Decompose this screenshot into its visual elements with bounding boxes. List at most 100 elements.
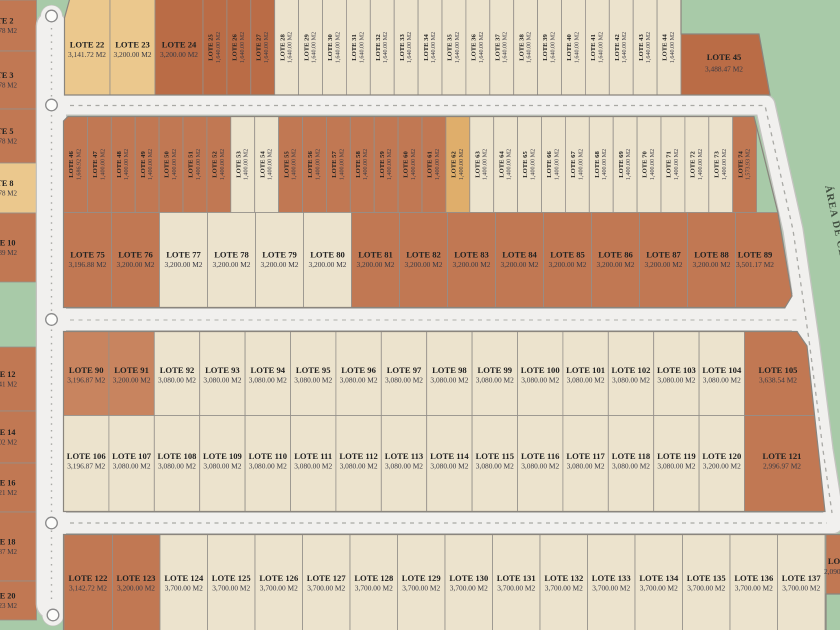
svg-text:1,400.00 M2: 1,400.00 M2: [531, 149, 537, 180]
svg-text:LOTE 68: LOTE 68: [594, 151, 601, 178]
svg-text:1,400.00 M2: 1,400.00 M2: [578, 149, 584, 180]
svg-text:1,400.00 M2: 1,400.00 M2: [244, 149, 250, 180]
svg-text:3,148.21 M2: 3,148.21 M2: [0, 489, 17, 497]
svg-text:3,080.00 M2: 3,080.00 M2: [612, 376, 650, 385]
svg-text:LOTE 35: LOTE 35: [447, 34, 454, 61]
svg-text:3,080.00 M2: 3,080.00 M2: [113, 462, 151, 471]
svg-text:3,080.00 M2: 3,080.00 M2: [249, 376, 287, 385]
svg-text:1,400.00 M2: 1,400.00 M2: [411, 149, 417, 180]
svg-text:1,400.00 M2: 1,400.00 M2: [100, 149, 106, 180]
svg-text:3,080.00 M2: 3,080.00 M2: [203, 462, 241, 471]
svg-text:LOTE 37: LOTE 37: [494, 34, 501, 61]
svg-text:3,080.00 M2: 3,080.00 M2: [430, 376, 468, 385]
svg-text:LOTE 79: LOTE 79: [262, 250, 297, 260]
svg-text:3,700.00 M2: 3,700.00 M2: [640, 584, 678, 593]
svg-text:3,200.00 M2: 3,200.00 M2: [117, 260, 155, 269]
svg-text:3,196.87 M2: 3,196.87 M2: [67, 462, 105, 471]
svg-text:3,638.54 M2: 3,638.54 M2: [759, 376, 797, 385]
svg-text:LOTE 23: LOTE 23: [115, 40, 150, 50]
svg-text:LOTE 106: LOTE 106: [67, 451, 107, 461]
svg-text:LOTE 51: LOTE 51: [188, 151, 195, 178]
svg-text:LOTE 48: LOTE 48: [116, 151, 123, 178]
svg-text:LOTE 117: LOTE 117: [566, 451, 605, 461]
svg-text:LOTE 93: LOTE 93: [205, 365, 240, 375]
svg-text:1,400.00 M2: 1,400.00 M2: [483, 149, 489, 180]
svg-text:LOTE 128: LOTE 128: [354, 573, 394, 583]
svg-text:LOTE 76: LOTE 76: [118, 250, 153, 260]
svg-text:3,200.00 M2: 3,200.00 M2: [309, 260, 347, 269]
svg-text:3,200.00 M2: 3,200.00 M2: [114, 50, 152, 59]
svg-text:LOTE 112: LOTE 112: [339, 451, 377, 461]
svg-text:LOTE 30: LOTE 30: [327, 34, 334, 61]
svg-text:LOTE 70: LOTE 70: [642, 151, 649, 178]
svg-text:LOTE 133: LOTE 133: [592, 573, 631, 583]
svg-text:LOTE 129: LOTE 129: [402, 573, 441, 583]
svg-text:LOTE 40: LOTE 40: [566, 34, 573, 61]
svg-text:1,400.00 M2: 1,400.00 M2: [555, 149, 561, 180]
svg-text:3,501.17 M2: 3,501.17 M2: [736, 260, 774, 269]
svg-text:LOTE 58: LOTE 58: [355, 151, 362, 178]
svg-text:LOTE 102: LOTE 102: [612, 365, 651, 375]
svg-text:LOTE 84: LOTE 84: [502, 250, 537, 260]
svg-text:3,200.00 M2: 3,200.00 M2: [453, 260, 491, 269]
svg-text:LOTE 27: LOTE 27: [255, 34, 262, 61]
svg-text:LOTE 80: LOTE 80: [310, 250, 345, 260]
svg-text:3,200.00 M2: 3,200.00 M2: [165, 260, 203, 269]
svg-text:3,200.00 M2: 3,200.00 M2: [261, 260, 299, 269]
svg-text:LOTE 3: LOTE 3: [0, 71, 13, 80]
svg-text:LOTE 95: LOTE 95: [296, 365, 331, 375]
svg-text:3,080.00 M2: 3,080.00 M2: [294, 462, 332, 471]
svg-text:3,700.00 M2: 3,700.00 M2: [402, 584, 440, 593]
svg-text:LOTE 10: LOTE 10: [0, 239, 16, 248]
svg-text:LOTE 25: LOTE 25: [208, 34, 215, 61]
svg-text:LOTE 100: LOTE 100: [521, 365, 560, 375]
svg-text:1,400.00 M2: 1,400.00 M2: [315, 149, 321, 180]
svg-text:3,178.78 M2: 3,178.78 M2: [0, 190, 17, 198]
svg-text:2,996.97 M2: 2,996.97 M2: [763, 462, 801, 471]
svg-text:LOTE 59: LOTE 59: [379, 151, 386, 178]
svg-text:3,196.87 M2: 3,196.87 M2: [0, 548, 17, 556]
svg-text:3,080.00 M2: 3,080.00 M2: [430, 462, 468, 471]
svg-text:3,196.88 M2: 3,196.88 M2: [69, 260, 107, 269]
svg-text:LOTE 72: LOTE 72: [690, 151, 697, 178]
svg-text:3,196.87 M2: 3,196.87 M2: [67, 376, 105, 385]
svg-text:LOTE 77: LOTE 77: [166, 250, 201, 260]
svg-text:3,700.00 M2: 3,700.00 M2: [165, 584, 203, 593]
svg-text:3,200.00 M2: 3,200.00 M2: [405, 260, 443, 269]
svg-text:3,200.41 M2: 3,200.41 M2: [0, 381, 17, 389]
svg-text:LOTE 63: LOTE 63: [474, 151, 481, 178]
svg-text:LOTE 46: LOTE 46: [68, 151, 75, 178]
svg-text:1,640.00 M2: 1,640.00 M2: [670, 32, 676, 63]
svg-text:LOTE 42: LOTE 42: [614, 34, 621, 61]
svg-text:3,200.00 M2: 3,200.00 M2: [645, 260, 683, 269]
svg-text:LOTE 101: LOTE 101: [566, 365, 605, 375]
svg-text:LOTE 44: LOTE 44: [662, 34, 669, 61]
svg-text:LOTE 85: LOTE 85: [550, 250, 585, 260]
svg-text:LOTE 18: LOTE 18: [0, 538, 16, 547]
svg-text:LOTE 109: LOTE 109: [203, 451, 242, 461]
svg-text:3,200.00 M2: 3,200.00 M2: [549, 260, 587, 269]
svg-text:LOTE 50: LOTE 50: [164, 151, 171, 178]
svg-text:LOTE 61: LOTE 61: [427, 151, 434, 178]
svg-text:1,640.00 M2: 1,640.00 M2: [598, 32, 604, 63]
svg-text:LOTE 41: LOTE 41: [590, 34, 597, 61]
svg-text:LOTE 105: LOTE 105: [759, 365, 798, 375]
svg-text:3,700.00 M2: 3,700.00 M2: [592, 584, 630, 593]
svg-text:3,145.23 M2: 3,145.23 M2: [0, 602, 17, 610]
svg-text:1,640.00 M2: 1,640.00 M2: [431, 32, 437, 63]
svg-text:3,178.78 M2: 3,178.78 M2: [0, 138, 17, 146]
svg-text:3,141.72 M2: 3,141.72 M2: [68, 50, 106, 59]
svg-text:LOTE 137: LOTE 137: [782, 573, 822, 583]
svg-text:LOTE 53: LOTE 53: [235, 151, 242, 178]
svg-text:1,573.93 M2: 1,573.93 M2: [746, 149, 752, 180]
svg-text:3,200.00 M2: 3,200.00 M2: [113, 376, 151, 385]
svg-text:3,488.47 M2: 3,488.47 M2: [705, 65, 743, 74]
svg-text:LOTE 130: LOTE 130: [449, 573, 488, 583]
svg-text:1,400.00 M2: 1,400.00 M2: [674, 149, 680, 180]
svg-text:LOTE 113: LOTE 113: [385, 451, 423, 461]
svg-text:LOTE 89: LOTE 89: [738, 250, 773, 260]
svg-text:1,400.00 M2: 1,400.00 M2: [292, 149, 298, 180]
svg-text:1,640.00 M2: 1,640.00 M2: [479, 32, 485, 63]
svg-text:1,400.00 M2: 1,400.00 M2: [148, 149, 154, 180]
svg-text:1,640.00 M2: 1,640.00 M2: [240, 32, 246, 63]
